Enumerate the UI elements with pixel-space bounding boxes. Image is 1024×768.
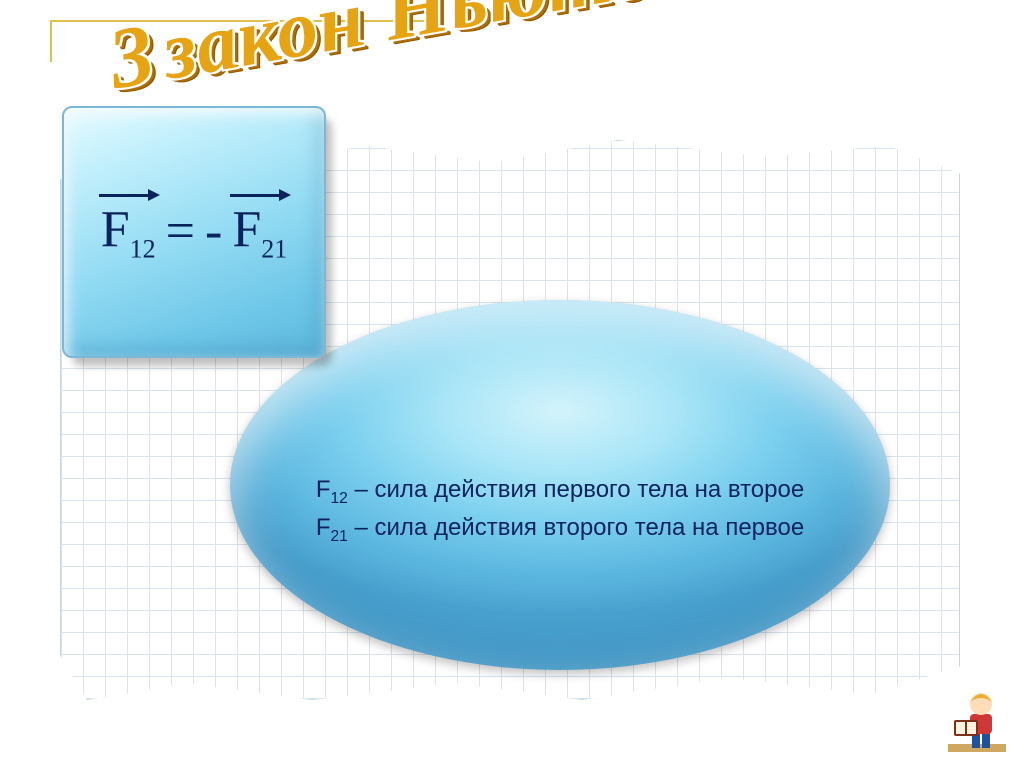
desc2-text: – сила действия второго тела на первое xyxy=(348,514,804,541)
mascot-icon xyxy=(944,686,1010,756)
title-number: 3 xyxy=(102,5,162,107)
lhs-sub: 12 xyxy=(130,234,156,263)
minus-sign: - xyxy=(205,202,222,261)
description-line-2: F21 – сила действия второго тела на перв… xyxy=(316,510,804,548)
description-line-1: F12 – сила действия первого тела на втор… xyxy=(316,472,804,510)
rhs-var: F xyxy=(232,201,261,258)
vector-arrow-icon xyxy=(99,190,158,200)
description-text: F12 – сила действия первого тела на втор… xyxy=(256,472,864,548)
desc2-sub: 21 xyxy=(330,528,347,545)
title-text: закон Ньютона xyxy=(156,0,746,97)
desc1-text: – сила действия первого тела на второе xyxy=(348,476,804,503)
equals-sign: = xyxy=(166,202,195,261)
desc1-var: F xyxy=(316,476,331,503)
slide-title: 3закон Ньютона xyxy=(101,0,746,109)
formula-box: F12 = - F21 xyxy=(62,106,326,358)
desc2-var: F xyxy=(316,514,331,541)
newton-third-law-formula: F12 = - F21 xyxy=(101,200,288,264)
vector-arrow-icon xyxy=(230,190,289,200)
desc1-sub: 12 xyxy=(330,490,347,507)
vector-f12: F12 xyxy=(101,200,156,264)
lhs-var: F xyxy=(101,201,130,258)
vector-f21: F21 xyxy=(232,200,287,264)
rhs-sub: 21 xyxy=(261,234,287,263)
